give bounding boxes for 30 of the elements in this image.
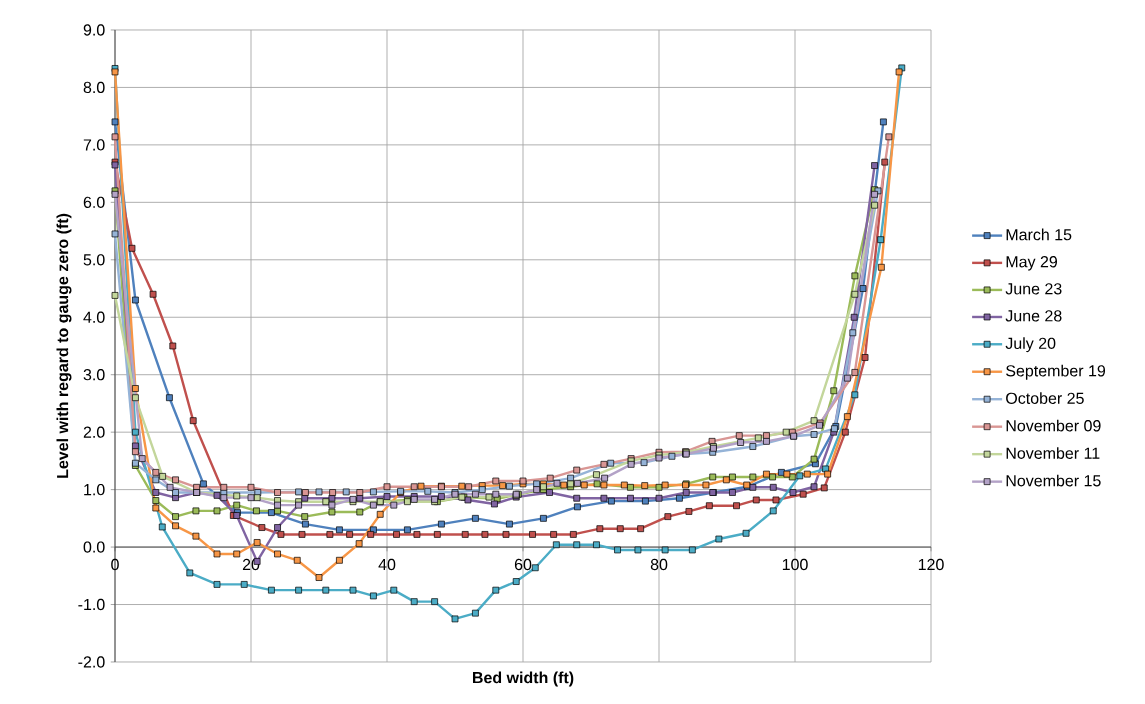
y-tick-label: 4.0: [83, 311, 105, 323]
x-tick-label: 80: [650, 558, 668, 571]
y-tick-label: 7.0: [83, 139, 105, 151]
y-tick-label: 2.0: [83, 426, 105, 438]
x-tick-label: 100: [782, 558, 808, 571]
y-tick-label: 5.0: [83, 254, 105, 266]
y-tick-label: 8.0: [83, 81, 105, 94]
legend-label: October 25: [1006, 392, 1084, 404]
x-tick-label: 120: [918, 558, 944, 571]
y-tick-label: -2.0: [78, 656, 105, 668]
y-tick-label: 1.0: [84, 483, 105, 496]
x-axis-title: Bed width (ft): [472, 671, 574, 687]
legend-label: November 15: [1006, 474, 1101, 487]
legend-label: July 20: [1005, 337, 1056, 353]
legend-label: June 28: [1005, 310, 1062, 322]
legend-label: September 19: [1006, 364, 1106, 380]
y-tick-label: 3.0: [83, 369, 105, 381]
legend-label: May 29: [1006, 256, 1058, 271]
legend-label: March 15: [1006, 228, 1072, 241]
y-tick-label: 9.0: [83, 24, 105, 36]
legend-label: November 09: [1006, 419, 1101, 432]
x-tick-label: 40: [378, 558, 396, 571]
y-axis-title: Level with regard to gauge zero (ft): [56, 213, 72, 478]
legend-label: June 23: [1005, 283, 1062, 295]
y-tick-label: -1.0: [78, 598, 105, 611]
y-tick-label: 6.0: [83, 196, 105, 209]
legend-label: November 11: [1006, 447, 1100, 459]
y-tick-label: 0.0: [83, 541, 105, 553]
x-tick-label: 0: [111, 558, 119, 571]
x-tick-label: 60: [514, 558, 532, 571]
